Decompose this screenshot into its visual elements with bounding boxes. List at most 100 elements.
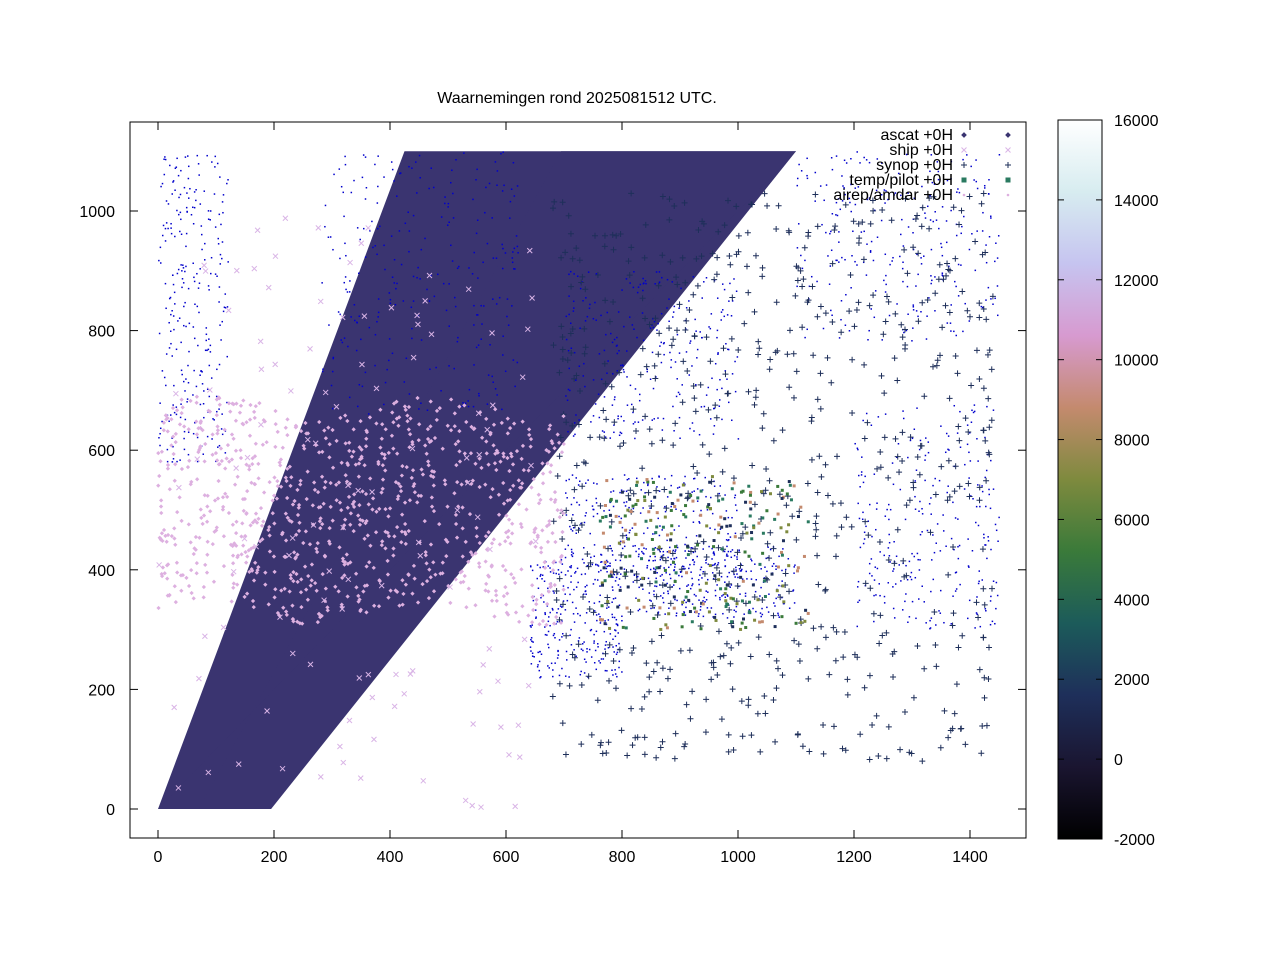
airep-marker xyxy=(554,614,559,620)
airep-marker xyxy=(553,539,558,545)
airep-marker xyxy=(298,478,303,483)
coast-dot xyxy=(976,438,978,440)
coast-dot xyxy=(893,617,896,619)
coast-dot xyxy=(735,290,738,293)
coast-dot xyxy=(693,593,696,596)
coast-dot xyxy=(184,418,187,421)
coast-dot xyxy=(883,279,885,282)
coast-dot xyxy=(321,370,324,373)
coast-dot xyxy=(606,565,608,568)
temp-pilot-marker xyxy=(681,613,685,617)
airep-marker xyxy=(225,442,231,448)
coast-dot xyxy=(991,620,994,623)
coast-dot xyxy=(569,389,571,392)
synop-marker xyxy=(715,228,722,235)
coast-dot xyxy=(726,575,729,578)
ship-marker xyxy=(515,722,522,729)
airep-marker xyxy=(472,426,477,431)
airep-marker xyxy=(443,482,448,487)
plot-border xyxy=(129,121,1027,839)
synop-marker xyxy=(748,201,755,208)
airep-marker xyxy=(316,505,321,510)
coast-dot xyxy=(598,600,601,603)
synop-marker xyxy=(866,756,873,763)
coast-dot xyxy=(161,182,164,185)
ship-marker xyxy=(289,650,296,657)
coast-dot xyxy=(875,594,877,596)
synop-marker xyxy=(902,341,909,348)
coast-dot xyxy=(570,554,573,556)
coast-dot xyxy=(888,314,891,317)
synop-marker xyxy=(550,342,557,349)
coast-dot xyxy=(389,298,392,301)
synop-marker xyxy=(575,527,582,534)
coast-dot xyxy=(773,602,775,604)
airep-marker xyxy=(533,526,538,531)
coast-dot xyxy=(182,282,185,284)
airep-marker xyxy=(298,482,303,487)
airep-marker xyxy=(251,604,256,610)
synop-marker xyxy=(715,544,722,551)
coast-dot xyxy=(806,174,808,177)
airep-marker xyxy=(198,425,203,431)
coast-dot xyxy=(192,262,194,265)
coast-dot xyxy=(652,559,654,562)
coast-dot xyxy=(969,432,971,434)
coast-dot xyxy=(529,646,532,648)
coast-dot xyxy=(755,578,757,581)
synop-marker xyxy=(980,385,987,392)
coast-dot xyxy=(170,232,173,235)
coast-dot xyxy=(705,590,707,592)
temp-pilot-marker xyxy=(635,483,639,487)
synop-marker xyxy=(618,552,625,559)
airep-marker xyxy=(172,478,177,483)
coast-dot xyxy=(797,223,800,225)
temp-pilot-marker xyxy=(775,589,779,593)
coast-dot xyxy=(676,599,678,602)
temp-pilot-marker xyxy=(653,570,657,574)
synop-marker xyxy=(670,336,677,343)
coastline-cluster-4 xyxy=(564,474,739,584)
coast-dot xyxy=(932,578,935,581)
coast-dot xyxy=(183,437,185,440)
temp-pilot-marker xyxy=(684,504,688,508)
coast-dot xyxy=(344,276,347,278)
synop-marker xyxy=(663,505,670,512)
synop-marker xyxy=(601,232,608,239)
coast-dot xyxy=(777,612,779,615)
coast-dot xyxy=(723,550,726,553)
coast-dot xyxy=(217,243,220,245)
coast-dot xyxy=(173,328,175,331)
coast-dot xyxy=(187,197,190,199)
synop-marker xyxy=(790,350,797,357)
coast-dot xyxy=(966,424,969,426)
synop-marker xyxy=(755,634,762,641)
coast-dot xyxy=(735,605,738,608)
synop-marker xyxy=(613,569,620,576)
synop-marker xyxy=(762,710,769,717)
coast-dot xyxy=(752,607,754,610)
temp-pilot-marker xyxy=(630,569,634,573)
coast-dot xyxy=(685,307,688,309)
coast-dot xyxy=(587,479,589,481)
coast-dot xyxy=(714,613,717,616)
coast-dot xyxy=(939,612,942,614)
airep-marker xyxy=(512,421,517,426)
synop-marker xyxy=(669,550,676,557)
synop-marker xyxy=(979,546,986,553)
synop-marker xyxy=(556,616,563,623)
coast-dot xyxy=(634,388,637,390)
airep-marker xyxy=(431,469,437,474)
coast-dot xyxy=(451,260,454,262)
coast-dot xyxy=(698,583,700,586)
airep-marker xyxy=(302,446,307,451)
synop-marker xyxy=(882,318,889,325)
coast-dot xyxy=(943,182,945,185)
coast-dot xyxy=(577,581,579,584)
temp-pilot-marker xyxy=(606,600,610,604)
airep-marker xyxy=(501,480,506,486)
synop-marker xyxy=(754,710,761,717)
coast-dot xyxy=(755,610,757,613)
coast-dot xyxy=(888,518,890,521)
airep-marker xyxy=(499,420,504,425)
